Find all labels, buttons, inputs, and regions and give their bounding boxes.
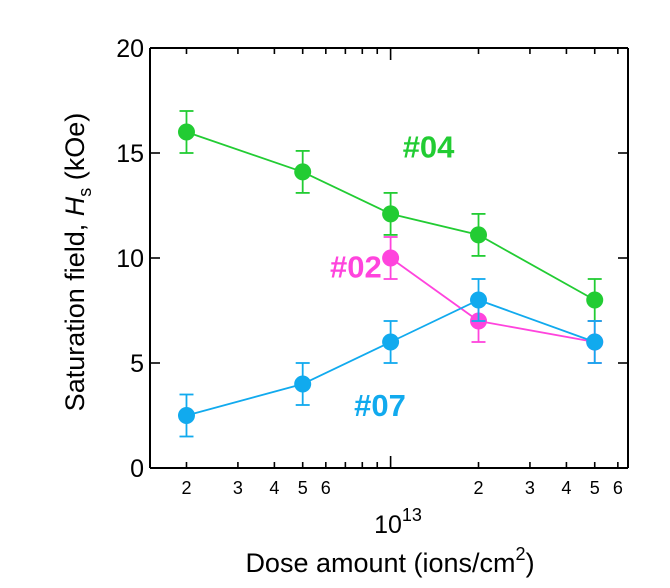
data-point (382, 333, 400, 351)
series-label: #07 (354, 388, 406, 423)
x-tick-label: 4 (269, 478, 279, 498)
x-axis-title-main: Dose amount (ions/cm (245, 548, 515, 578)
y-axis-title-var: H (60, 196, 90, 216)
y-tick-label: 15 (116, 140, 144, 168)
series-07: #07 (177, 278, 604, 438)
data-point (470, 291, 488, 309)
x-axis-title-sup: 2 (516, 544, 526, 564)
y-tick-label: 0 (130, 455, 144, 483)
y-tick-label: 20 (116, 35, 144, 63)
x-tick-label: 3 (233, 478, 243, 498)
data-point (382, 249, 400, 267)
x-tick-label: 3 (525, 478, 535, 498)
x-tick-label: 4 (561, 478, 571, 498)
series-04: #04 (177, 110, 604, 322)
y-axis-title-sub: s (75, 188, 95, 197)
data-point (382, 205, 400, 223)
data-point (470, 226, 488, 244)
series-layer: #04 #02 #07 (177, 110, 604, 438)
data-point (586, 333, 604, 351)
y-axis-title-main: Saturation field, (60, 216, 90, 411)
y-tick-label: 10 (116, 245, 144, 273)
x-exponent-power: 13 (402, 505, 422, 525)
series-label: #04 (403, 130, 455, 165)
x-tick-label: 5 (298, 478, 308, 498)
x-tick-label: 6 (613, 478, 623, 498)
data-point (177, 407, 195, 424)
x-exponent-base: 10 (374, 511, 402, 539)
series-label: #02 (330, 249, 382, 284)
x-axis-title: Dose amount (ions/cm2) (245, 544, 534, 578)
series-02: #02 (330, 236, 604, 364)
data-point (294, 163, 312, 181)
y-axis-title-unit: (kOe) (60, 113, 90, 188)
data-point (586, 291, 604, 309)
x-tick-label: 5 (590, 478, 600, 498)
y-axis-title: Saturation field, Hs (kOe) (60, 113, 95, 412)
data-point (294, 375, 312, 393)
data-point (177, 123, 195, 141)
x-tick-label: 6 (321, 478, 331, 498)
x-axis-title-close: ) (526, 548, 535, 578)
x-exponent-label: 1013 (374, 505, 422, 539)
y-tick-label: 5 (130, 350, 144, 378)
x-tick-label: 2 (474, 478, 484, 498)
series-line (390, 257, 595, 343)
x-tick-label: 2 (181, 478, 191, 498)
